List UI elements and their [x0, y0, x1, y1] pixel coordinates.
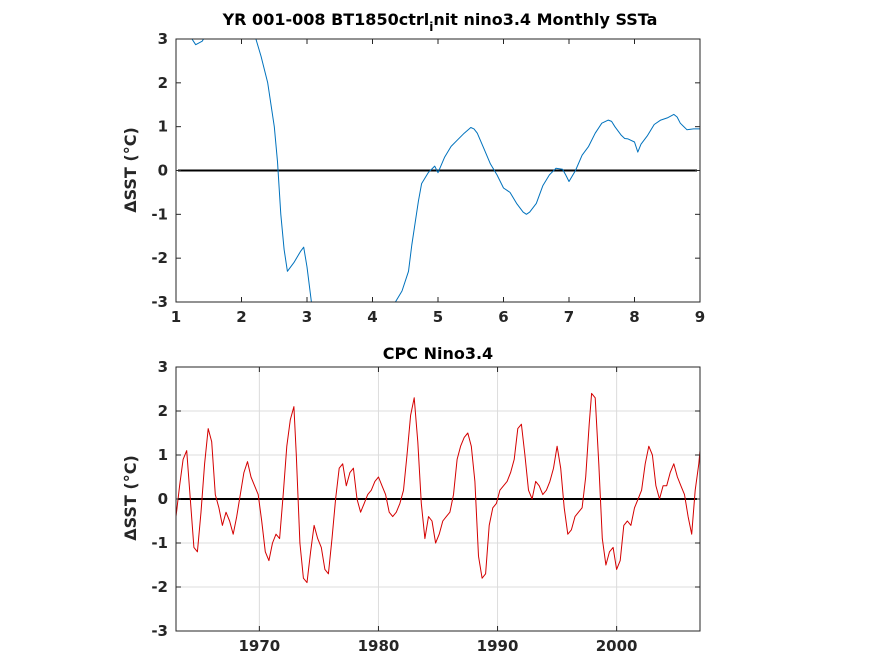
- model-series-line: [191, 39, 700, 302]
- cpc-y-tick-label: 0: [158, 490, 168, 508]
- cpc-x-tick-label: 1980: [358, 637, 400, 655]
- cpc-y-tick-label: 2: [158, 402, 168, 420]
- model-x-tick-label: 9: [695, 308, 705, 326]
- cpc-x-tick-label: 1990: [477, 637, 519, 655]
- model-x-tick-label: 1: [171, 308, 181, 326]
- model-series-group: [191, 39, 700, 302]
- model-x-tick-label: 8: [629, 308, 639, 326]
- cpc-y-tick-label: 1: [158, 446, 168, 464]
- cpc-x-tick-label: 2000: [596, 637, 638, 655]
- model-y-tick-label: 3: [158, 30, 168, 48]
- model-x-tick-label: 6: [498, 308, 508, 326]
- model-x-tick-label: 2: [236, 308, 246, 326]
- model-y-tick-label: 0: [158, 162, 168, 180]
- model-y-axis-label: ΔSST (°C): [121, 127, 140, 213]
- cpc-series-group: [176, 392, 700, 584]
- model-chart-title: YR 001-008 BT1850ctrlinit nino3.4 Monthl…: [222, 10, 658, 34]
- model-y-tick-label: -3: [151, 293, 168, 311]
- cpc-y-axis-label: ΔSST (°C): [121, 455, 140, 541]
- cpc-y-tick-label: -3: [151, 622, 168, 640]
- cpc-panel: CPC Nino3.4 ΔSST (°C) 1970 1980 1990 2000 -3…: [121, 344, 701, 655]
- cpc-axis-ticks: 1970 1980 1990 2000 -3 -2 -1 0 1 2 3: [151, 358, 700, 655]
- model-x-tick-label: 4: [367, 308, 377, 326]
- model-x-tick-label: 5: [433, 308, 443, 326]
- model-y-tick-label: 1: [158, 118, 168, 136]
- cpc-series-line: [176, 392, 700, 584]
- model-y-tick-label: 2: [158, 74, 168, 92]
- model-y-tick-label: -1: [151, 205, 168, 223]
- model-panel: YR 001-008 BT1850ctrlinit nino3.4 Monthl…: [121, 10, 705, 326]
- cpc-y-tick-label: -1: [151, 534, 168, 552]
- model-axis-ticks: 1 2 3 4 5 6 7 8 9 -3 -2 -1 0 1 2 3: [151, 30, 705, 326]
- model-y-tick-label: -2: [151, 249, 168, 267]
- model-x-tick-label: 3: [302, 308, 312, 326]
- model-x-tick-label: 7: [564, 308, 574, 326]
- cpc-x-tick-label: 1970: [238, 637, 280, 655]
- cpc-y-tick-label: -2: [151, 578, 168, 596]
- cpc-chart-title: CPC Nino3.4: [383, 344, 493, 363]
- cpc-y-tick-label: 3: [158, 358, 168, 376]
